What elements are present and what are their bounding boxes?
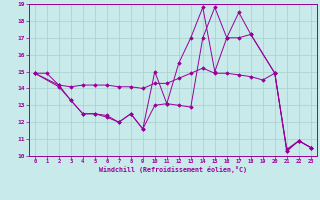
X-axis label: Windchill (Refroidissement éolien,°C): Windchill (Refroidissement éolien,°C) <box>99 166 247 173</box>
